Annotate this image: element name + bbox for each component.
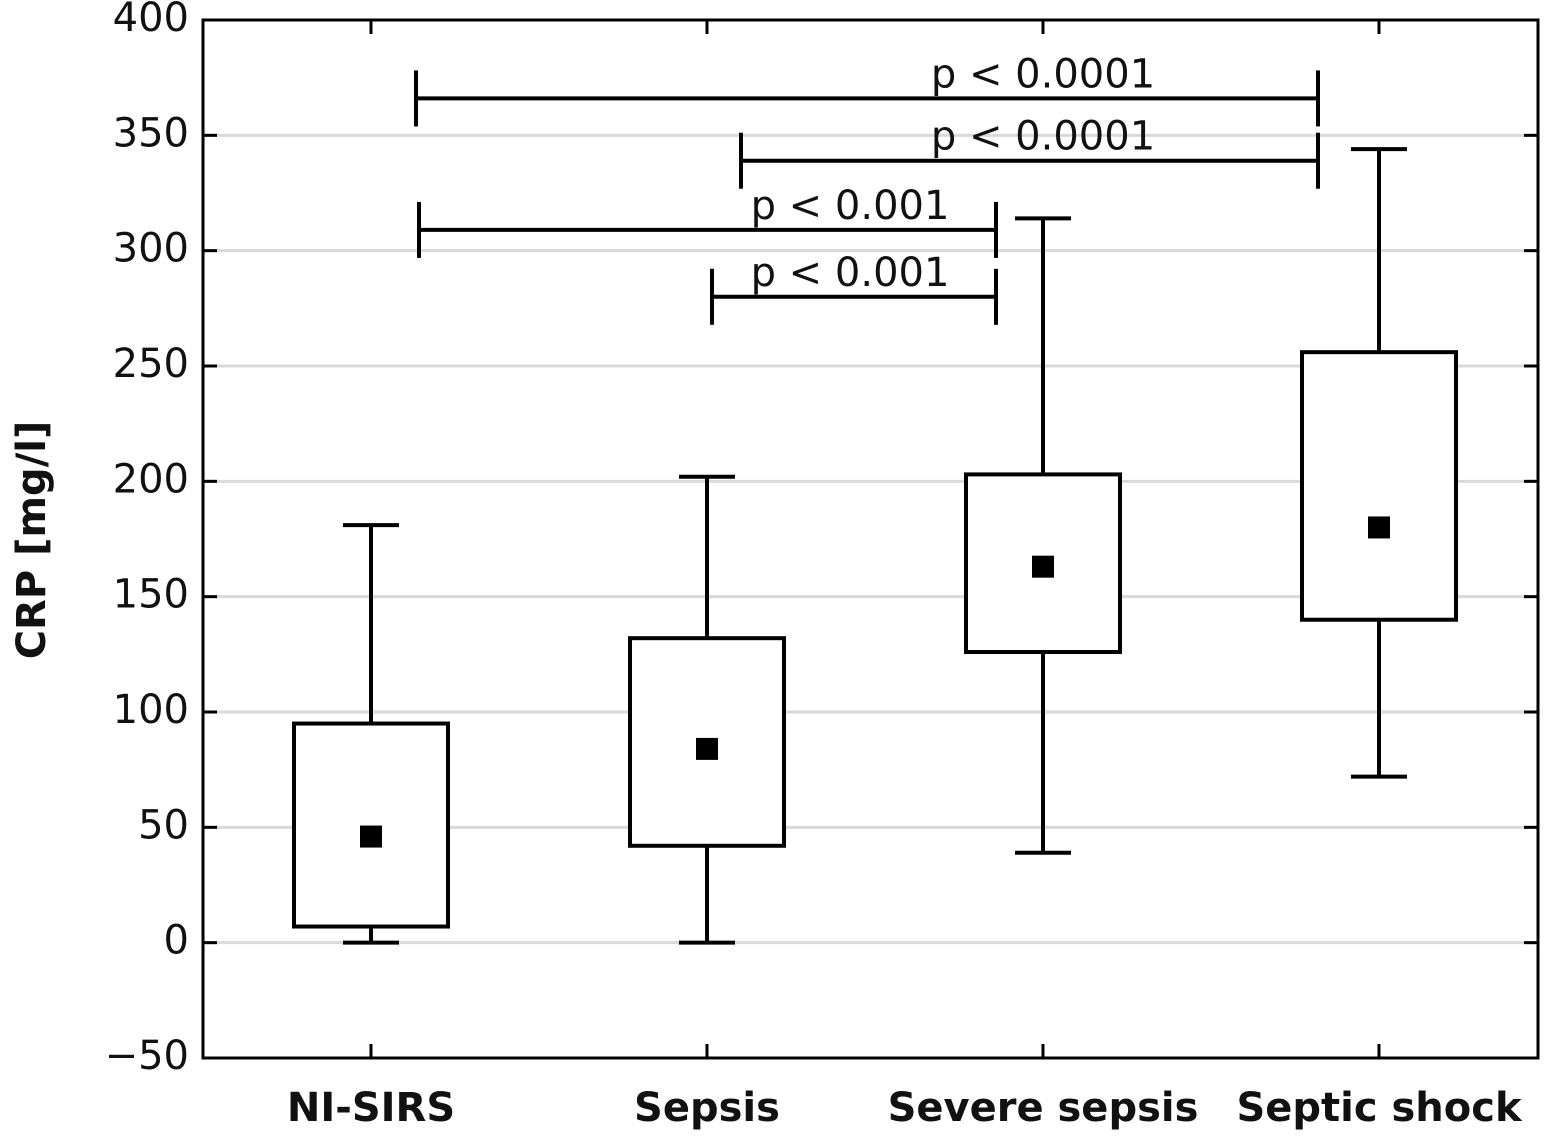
x-tick-label: Sepsis: [634, 1085, 780, 1131]
significance-label: p < 0.001: [751, 250, 950, 296]
y-tick-label: 0: [164, 918, 189, 964]
y-tick-label: 400: [113, 0, 189, 41]
box: [292, 721, 450, 929]
mean-marker: [360, 825, 382, 848]
significance-label: p < 0.0001: [931, 51, 1155, 97]
mean-marker: [1032, 555, 1054, 578]
y-tick-label: 100: [113, 687, 189, 733]
y-tick-label: −50: [105, 1033, 189, 1079]
mean-marker: [1368, 516, 1390, 539]
mean-marker: [696, 737, 718, 760]
x-tick-label: Septic shock: [1236, 1085, 1523, 1131]
significance-label: p < 0.0001: [931, 114, 1155, 160]
y-tick-label: 50: [138, 802, 189, 848]
y-tick-label: 300: [113, 226, 189, 272]
box: [1300, 350, 1458, 622]
plot-frame: [201, 18, 1540, 1060]
y-tick-label: 350: [113, 110, 189, 156]
significance-label: p < 0.001: [751, 183, 950, 229]
y-tick-label: 200: [113, 456, 189, 502]
x-tick-label: Severe sepsis: [888, 1085, 1199, 1131]
y-axis-label: CRP [mg/l]: [9, 421, 55, 660]
y-tick-label: 250: [113, 341, 189, 387]
x-tick-label: NI-SIRS: [287, 1085, 455, 1131]
y-tick-label: 150: [113, 572, 189, 618]
